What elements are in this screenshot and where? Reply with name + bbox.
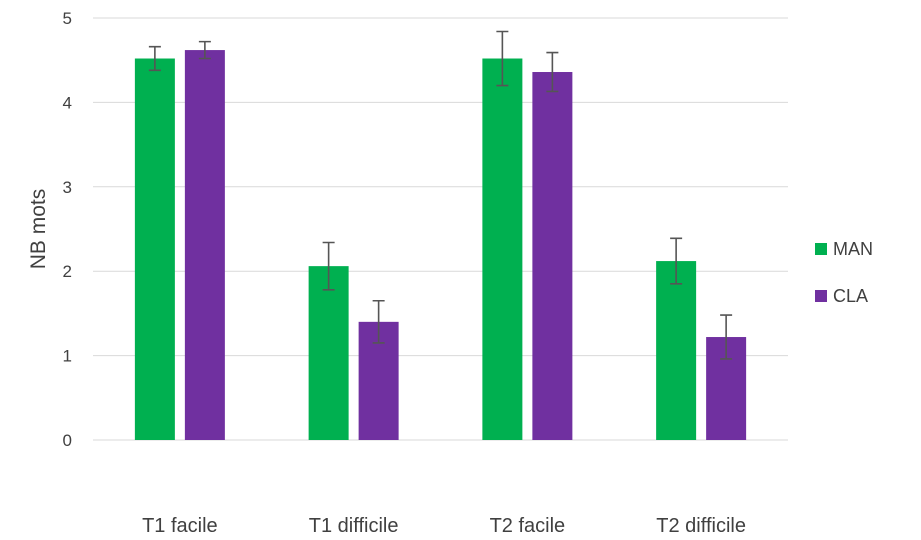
y-tick-label: 3 [63, 178, 72, 197]
bar-man-2 [482, 58, 523, 441]
error-bar-man-1 [322, 241, 335, 291]
legend-swatch-man [815, 243, 827, 255]
error-bar-cla-0 [198, 40, 211, 60]
bar-man-3 [656, 261, 697, 440]
bars [134, 50, 747, 441]
legend-label-man: MAN [833, 239, 873, 259]
y-tick-label: 4 [63, 93, 72, 112]
error-bars [148, 30, 733, 360]
x-category-label: T2 facile [490, 515, 566, 537]
legend-label-cla: CLA [833, 286, 868, 306]
y-tick-label: 5 [63, 9, 72, 28]
x-category-label: T1 facile [142, 515, 218, 537]
error-bar-man-3 [670, 237, 683, 285]
bar-man-0 [134, 58, 175, 441]
y-axis-ticks: 0 1 2 3 4 5 [63, 9, 72, 450]
bar-man-1 [308, 266, 349, 440]
x-axis-categories: T1 facile T1 difficile T2 facile T2 diffici… [142, 515, 746, 537]
x-category-label: T1 difficile [309, 515, 399, 537]
error-bar-cla-2 [546, 51, 559, 93]
error-bar-man-2 [496, 30, 509, 87]
y-tick-label: 0 [63, 431, 72, 450]
legend-swatch-cla [815, 290, 827, 302]
error-bar-man-0 [148, 45, 161, 72]
y-tick-label: 2 [63, 262, 72, 281]
legend: MAN CLA [815, 239, 873, 306]
error-bar-cla-3 [720, 314, 733, 360]
y-tick-label: 1 [63, 347, 72, 366]
error-bar-cla-1 [372, 299, 385, 344]
x-category-label: T2 difficile [656, 515, 746, 537]
bar-cla-2 [532, 72, 573, 441]
bar-cla-0 [184, 50, 225, 441]
y-axis-title: NB mots [27, 189, 50, 270]
